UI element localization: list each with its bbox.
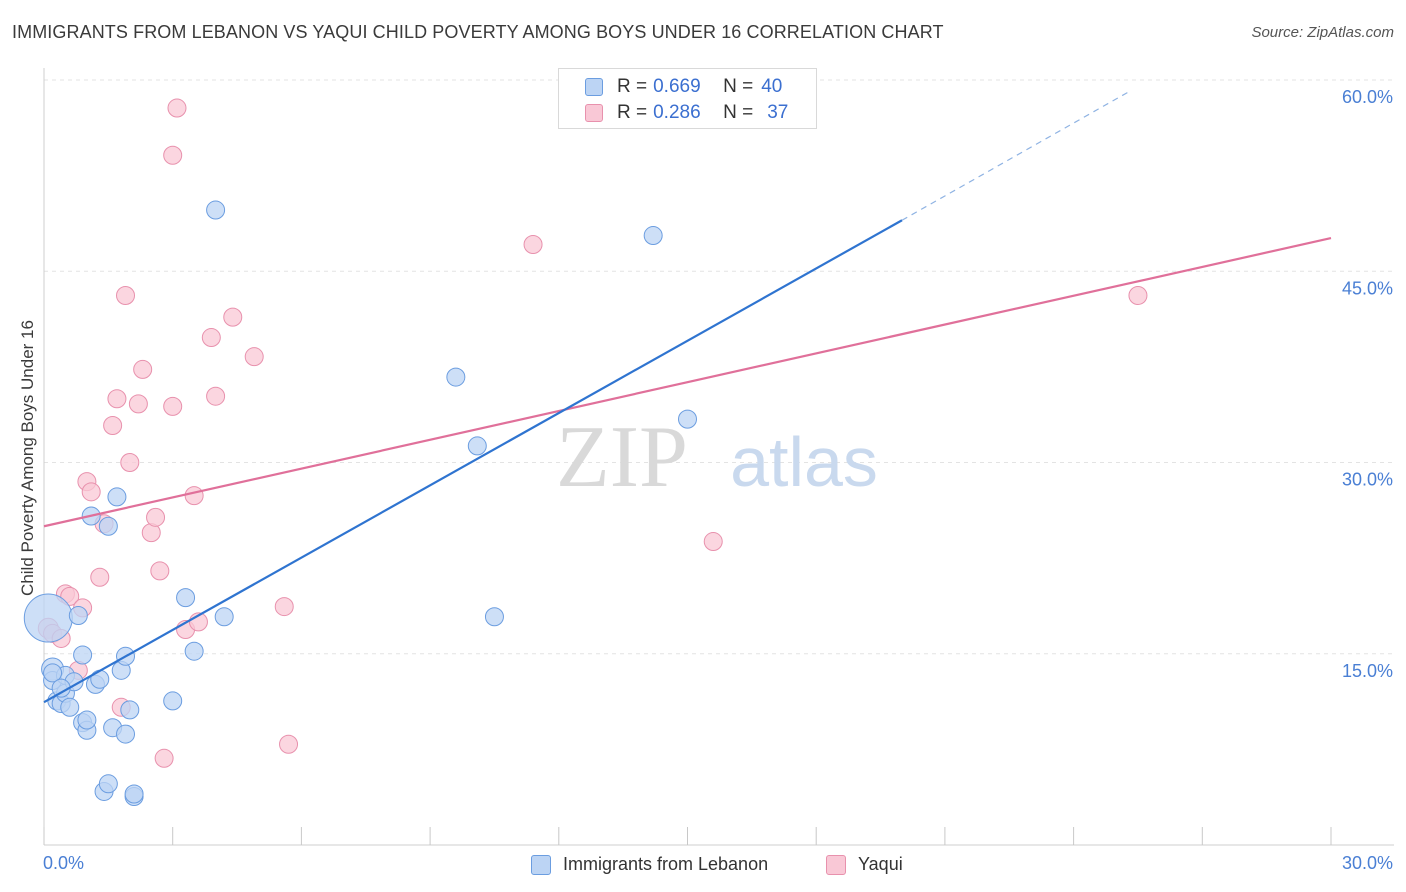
r-value: 0.286 (653, 102, 701, 123)
lebanon-point (90, 669, 110, 689)
yaqui-point (90, 567, 110, 587)
yaqui-point (184, 486, 204, 506)
x-tick-label: 30.0% (1342, 853, 1393, 873)
x-tick-label: 0.0% (43, 853, 84, 873)
axes (43, 68, 1394, 846)
legend-item-yaqui[interactable]: Yaqui (826, 854, 903, 875)
legend-label-yaqui: Yaqui (858, 854, 903, 874)
lebanon-point (124, 784, 144, 804)
lebanon-point (98, 774, 118, 794)
yaqui-point (206, 386, 226, 406)
yaqui-point (274, 597, 294, 617)
yaqui-trend-line (43, 237, 1332, 528)
lebanon-point (107, 487, 127, 507)
yaqui-point (103, 416, 123, 436)
stats-row-yaqui: R = 0.286 N = 37 (585, 101, 788, 125)
y-tick-label: 15.0% (1342, 661, 1393, 681)
lebanon-swatch (585, 78, 603, 96)
lebanon-trend-extension (901, 90, 1130, 221)
r-value: 0.669 (653, 76, 701, 97)
n-label: N = (723, 102, 754, 123)
yaqui-point (279, 734, 299, 754)
y-tick-label: 30.0% (1342, 470, 1393, 490)
yaqui-point (201, 328, 221, 348)
r-label: R = (617, 76, 648, 97)
lebanon-point (214, 607, 234, 627)
n-value: 37 (767, 102, 789, 123)
lebanon-point (206, 200, 226, 220)
yaqui-point (120, 453, 140, 472)
yaqui-point (154, 748, 174, 768)
stats-row-lebanon: R = 0.669 N = 40 (585, 75, 782, 99)
lebanon-point (73, 645, 93, 665)
lebanon-point (68, 606, 88, 625)
gridlines (44, 79, 1394, 655)
r-label: R = (617, 102, 648, 123)
yaqui-point (133, 359, 153, 379)
yaqui-point (163, 145, 183, 165)
lebanon-point (176, 588, 196, 608)
y-tick-label: 45.0% (1342, 278, 1393, 298)
trend-lines (43, 90, 1332, 704)
tick-labels: 15.0% 30.0% 45.0% 60.0% 0.0% 30.0% (43, 87, 1393, 873)
lebanon-point (467, 436, 487, 456)
lebanon-swatch (531, 854, 551, 875)
yaqui-point (523, 234, 543, 254)
lebanon-point (116, 724, 136, 744)
yaqui-point (150, 561, 170, 581)
lebanon-trend-line (43, 219, 903, 704)
legend-item-lebanon[interactable]: Immigrants from Lebanon (531, 854, 768, 875)
watermark: ZIP atlas (556, 409, 878, 506)
lebanon-point (23, 593, 73, 643)
watermark-zip: ZIP (556, 409, 688, 506)
yaqui-point (107, 389, 127, 409)
y-tick-label: 60.0% (1342, 87, 1393, 107)
lebanon-point (184, 641, 204, 661)
yaqui-point (244, 347, 264, 367)
lebanon-point (484, 607, 504, 627)
lebanon-point (98, 516, 118, 536)
n-value: 40 (761, 76, 783, 97)
lebanon-point (446, 367, 466, 387)
yaqui-swatch (826, 854, 846, 875)
yaqui-point (128, 394, 148, 414)
yaqui-point (81, 482, 101, 502)
yaqui-point (167, 98, 187, 118)
stats-legend: R = 0.669 N = 40 R = 0.286 N = 37 (558, 68, 817, 129)
yaqui-point (703, 532, 723, 552)
lebanon-point (43, 663, 63, 683)
series-legend: Immigrants from Lebanon Yaqui (0, 850, 1406, 880)
yaqui-point (146, 507, 166, 527)
yaqui-point (1128, 285, 1148, 305)
source-label: Source: ZipAtlas.com (1251, 24, 1394, 41)
lebanon-point (678, 409, 697, 429)
yaqui-swatch (585, 104, 603, 122)
lebanon-point (120, 700, 140, 720)
yaqui-point (116, 285, 136, 305)
chart-title: IMMIGRANTS FROM LEBANON VS YAQUI CHILD P… (12, 22, 944, 42)
legend-label-lebanon: Immigrants from Lebanon (563, 854, 769, 874)
lebanon-point (77, 710, 97, 730)
lebanon-points (23, 200, 697, 807)
yaqui-point (223, 307, 243, 327)
lebanon-point (60, 697, 80, 717)
lebanon-point (643, 226, 663, 246)
n-label: N = (723, 76, 754, 97)
yaqui-point (163, 396, 183, 416)
lebanon-point (163, 691, 183, 711)
watermark-atlas: atlas (730, 423, 878, 501)
